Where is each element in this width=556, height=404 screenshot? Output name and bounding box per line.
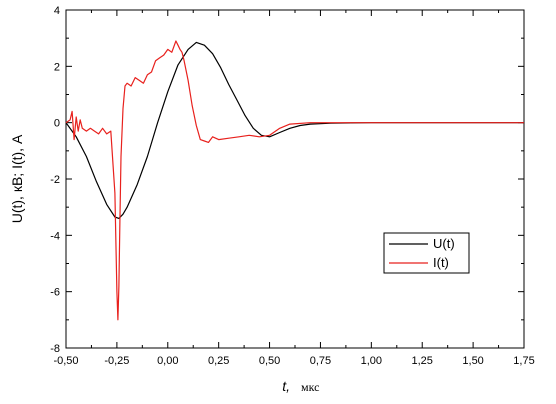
series-I-line (65, 40, 524, 321)
tick-labels: -0,50 -0,25 0,00 0,25 0,50 0,75 1,00 1,25 1,50 1,… (50, 5, 534, 367)
x-tick-label: 0,75 (310, 355, 331, 367)
legend: U(t) I(t) (383, 232, 470, 274)
y-tick-label: -6 (50, 287, 60, 299)
series-U-line (65, 41, 524, 219)
x-tick-label: 1,75 (513, 355, 534, 367)
series-lines (65, 40, 524, 321)
x-axis-unit: мкс (301, 380, 319, 394)
y-tick-label: 4 (54, 5, 60, 17)
x-tick-label: 1,00 (361, 355, 382, 367)
x-tick-label: 1,25 (412, 355, 433, 367)
plot-frame (65, 9, 525, 349)
tick-marks (65, 9, 525, 349)
x-tick-label: -0,25 (104, 355, 129, 367)
y-axis-label: U(t), кВ; I(t), А (9, 134, 25, 223)
y-tick-label: 2 (54, 61, 60, 73)
x-axis-label: t, (282, 378, 290, 394)
x-tick-label: 1,50 (462, 355, 483, 367)
y-tick-label: -4 (50, 230, 60, 242)
y-tick-label: 0 (54, 118, 60, 130)
legend-box (383, 232, 470, 274)
x-tick-label: 0,00 (157, 355, 178, 367)
y-tick-label: -8 (50, 343, 60, 355)
x-tick-label: 0,25 (208, 355, 229, 367)
x-tick-label: -0,50 (53, 355, 78, 367)
x-tick-label: 0,50 (259, 355, 280, 367)
y-tick-label: -2 (50, 174, 60, 186)
legend-label-U: U(t) (433, 236, 455, 251)
legend-label-I: I(t) (433, 255, 449, 270)
